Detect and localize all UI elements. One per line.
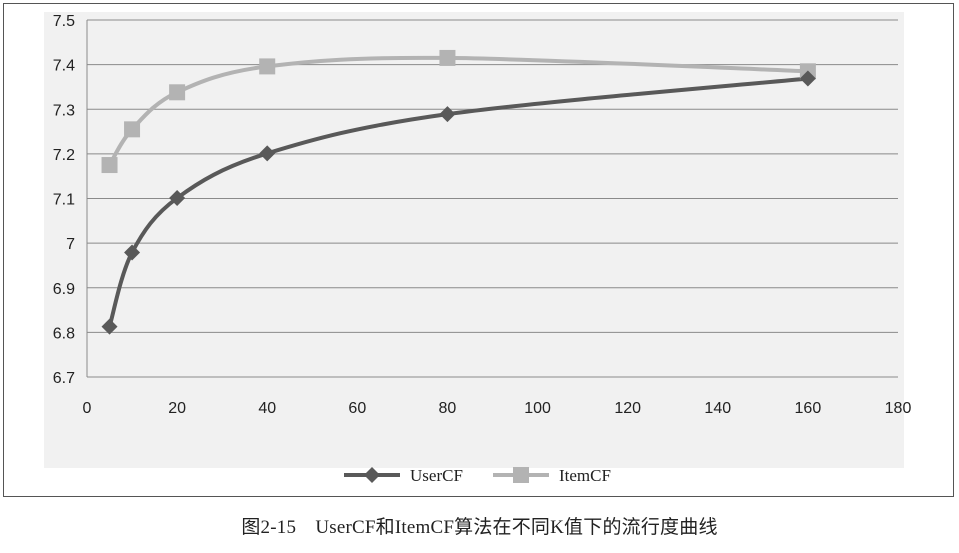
legend-label-usercf: UserCF xyxy=(410,466,463,485)
data-point-usercf xyxy=(101,318,118,335)
legend-label-itemcf: ItemCF xyxy=(559,466,611,485)
x-tick-label: 20 xyxy=(168,400,186,417)
x-axis-ticks: 0 20 40 60 80 100 120 140 160 180 xyxy=(83,400,912,417)
x-tick-label: 100 xyxy=(524,400,551,417)
line-chart: 6.7 6.8 6.9 7 7.1 7.2 7.3 7.4 7.5 0 20 40 60 80 100 12… xyxy=(44,12,912,485)
x-tick-label: 40 xyxy=(258,400,276,417)
y-tick-label: 7.5 xyxy=(53,13,75,30)
y-tick-label: 7.2 xyxy=(53,147,75,164)
x-tick-label: 120 xyxy=(614,400,641,417)
data-point-usercf xyxy=(169,190,186,207)
y-tick-label: 7 xyxy=(66,236,75,253)
data-point-itemcf xyxy=(124,121,141,138)
y-tick-label: 7.4 xyxy=(53,58,75,75)
data-point-usercf xyxy=(439,106,456,123)
y-tick-label: 6.8 xyxy=(53,325,75,342)
data-point-itemcf xyxy=(169,84,186,101)
y-tick-label: 7.1 xyxy=(53,192,75,209)
series-markers xyxy=(101,49,816,335)
x-tick-label: 0 xyxy=(83,400,92,417)
legend-marker-usercf xyxy=(364,467,380,483)
data-point-usercf xyxy=(259,145,276,162)
data-point-usercf xyxy=(799,70,816,87)
figure-caption: 图2-15 UserCF和ItemCF算法在不同K值下的流行度曲线 xyxy=(241,517,718,538)
x-tick-label: 140 xyxy=(704,400,731,417)
data-point-usercf xyxy=(124,244,141,261)
data-point-itemcf xyxy=(259,58,276,75)
legend: UserCF ItemCF xyxy=(344,466,611,485)
gridlines xyxy=(86,19,898,378)
x-tick-label: 60 xyxy=(348,400,366,417)
legend-marker-itemcf xyxy=(513,467,529,483)
x-tick-label: 80 xyxy=(439,400,457,417)
data-point-itemcf xyxy=(439,49,456,66)
y-axis-ticks: 6.7 6.8 6.9 7 7.1 7.2 7.3 7.4 7.5 xyxy=(53,13,75,387)
y-tick-label: 7.3 xyxy=(53,102,75,119)
y-tick-label: 6.7 xyxy=(53,370,75,387)
y-tick-label: 6.9 xyxy=(53,281,75,298)
data-point-itemcf xyxy=(101,157,118,174)
chart-frame: 6.7 6.8 6.9 7 7.1 7.2 7.3 7.4 7.5 0 20 40 60 80 100 12… xyxy=(3,3,954,497)
x-tick-label: 160 xyxy=(795,400,822,417)
x-tick-label: 180 xyxy=(885,400,912,417)
